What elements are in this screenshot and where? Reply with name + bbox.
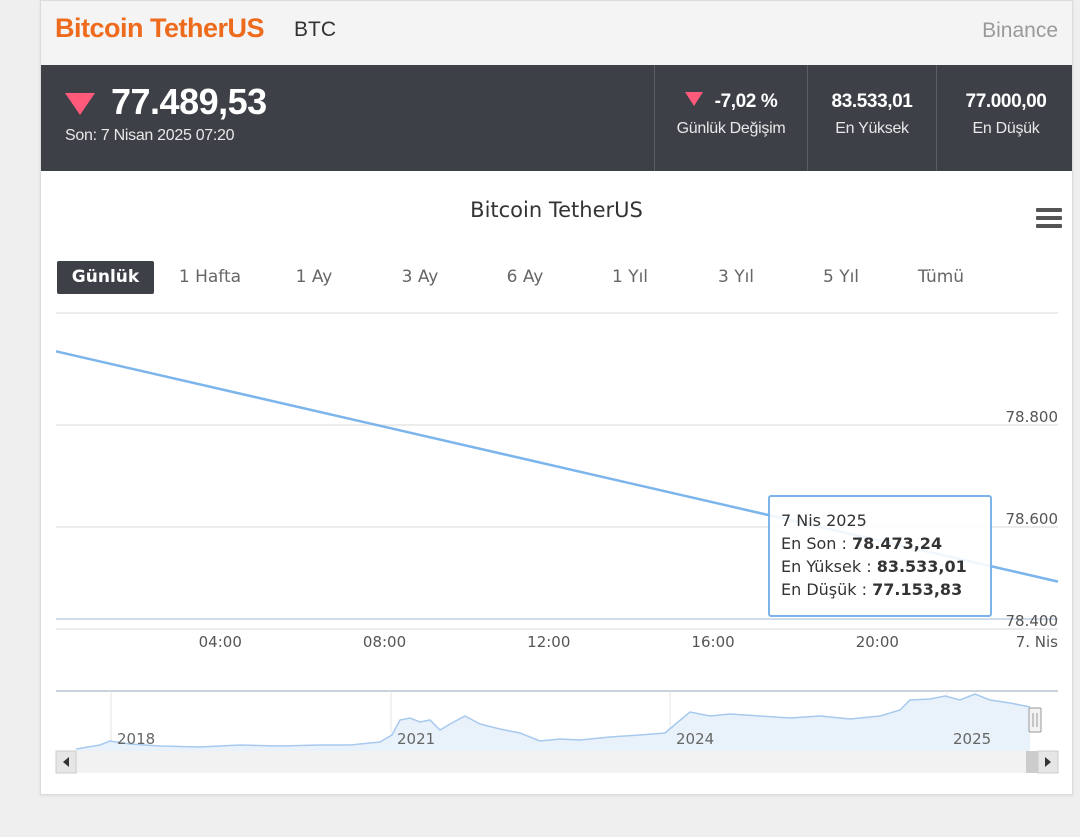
arrow-right-icon: [1045, 757, 1051, 767]
tooltip-low-label: En Düşük :: [781, 580, 873, 599]
exchange-name: Binance: [982, 19, 1058, 42]
navigator-area: [76, 694, 1030, 751]
tooltip-high-label: En Yüksek :: [781, 557, 877, 576]
last-price: 77.489,53: [111, 81, 267, 122]
x-tick-label: 04:00: [199, 633, 242, 651]
daily-change-value: -7,02 %: [714, 91, 778, 112]
x-axis-labels: 04:00 08:00 12:00 16:00 20:00 7. Nis: [199, 633, 1059, 651]
range-button-3-years[interactable]: 3 Yıl: [717, 267, 755, 287]
range-button-all[interactable]: Tümü: [917, 267, 965, 287]
low-label: En Düşük: [972, 120, 1040, 137]
range-button-5-years[interactable]: 5 Yıl: [822, 267, 860, 287]
down-trend-icon: [65, 93, 95, 115]
navigator-year-labels: 2018 2021 2024 2025: [117, 730, 991, 748]
down-trend-icon: [684, 92, 703, 106]
arrow-left-icon: [63, 757, 69, 767]
y-axis-labels: 78.800 78.600 78.400: [1006, 408, 1059, 630]
range-button-3-months[interactable]: 3 Ay: [401, 267, 439, 287]
x-tick-label: 08:00: [363, 633, 406, 651]
range-button-daily[interactable]: Günlük: [57, 261, 154, 294]
navigator-year-label: 2025: [953, 730, 991, 748]
navigator-year-label: 2021: [397, 730, 435, 748]
scrollbar-thumb[interactable]: [1026, 751, 1038, 773]
navigator[interactable]: 2018 2021 2024 2025: [55, 690, 1059, 774]
tooltip-high-value: 83.533,01: [876, 557, 967, 576]
y-tick-label: 78.800: [1006, 408, 1059, 426]
x-tick-label: 7. Nis: [1016, 633, 1058, 651]
high-label: En Yüksek: [835, 120, 909, 137]
tooltip-low-value: 77.153,83: [872, 580, 963, 599]
range-button-1-year[interactable]: 1 Yıl: [611, 267, 649, 287]
tooltip-date: 7 Nis 2025: [781, 511, 867, 530]
y-tick-label: 78.600: [1006, 510, 1059, 528]
high-value: 83.533,01: [831, 91, 913, 112]
low-stat: 77.000,00 En Düşük: [936, 65, 1075, 171]
asset-name[interactable]: Bitcoin TetherUS: [55, 13, 265, 43]
daily-change-label: Günlük Değişim: [676, 120, 786, 137]
daily-change-stat: -7,02 % Günlük Değişim: [654, 65, 807, 171]
chart-tooltip: 7 Nis 2025 En Son : 78.473,24 En Yüksek …: [768, 495, 992, 617]
navigator-handle[interactable]: [1028, 707, 1042, 733]
hamburger-menu-icon[interactable]: [1036, 208, 1062, 230]
quote-card: Bitcoin TetherUS BTC Binance 77.489,53 S…: [40, 0, 1073, 795]
navigator-line: [75, 693, 1031, 750]
asset-code: BTC: [294, 18, 336, 41]
asset-header: Bitcoin TetherUS BTC Binance: [41, 1, 1072, 65]
chart-title: Bitcoin TetherUS: [470, 198, 643, 222]
low-value: 77.000,00: [965, 91, 1047, 112]
tooltip-last-label: En Son :: [781, 534, 852, 553]
high-stat: 83.533,01 En Yüksek: [807, 65, 936, 171]
last-update-time: Son: 7 Nisan 2025 07:20: [65, 127, 235, 144]
x-tick-label: 16:00: [691, 633, 734, 651]
range-button-1-month[interactable]: 1 Ay: [295, 267, 333, 287]
range-button-6-months[interactable]: 6 Ay: [506, 267, 544, 287]
tooltip-last-value: 78.473,24: [851, 534, 943, 553]
navigator-year-label: 2018: [117, 730, 155, 748]
x-tick-label: 20:00: [856, 633, 899, 651]
navigator-year-label: 2024: [676, 730, 714, 748]
y-tick-label: 78.400: [1006, 612, 1059, 630]
range-button-1-week[interactable]: 1 Hafta: [178, 267, 242, 287]
scrollbar-track[interactable]: [56, 751, 1058, 773]
quote-stats-bar: 77.489,53 Son: 7 Nisan 2025 07:20 -7,02 …: [41, 65, 1072, 171]
x-tick-label: 12:00: [527, 633, 570, 651]
